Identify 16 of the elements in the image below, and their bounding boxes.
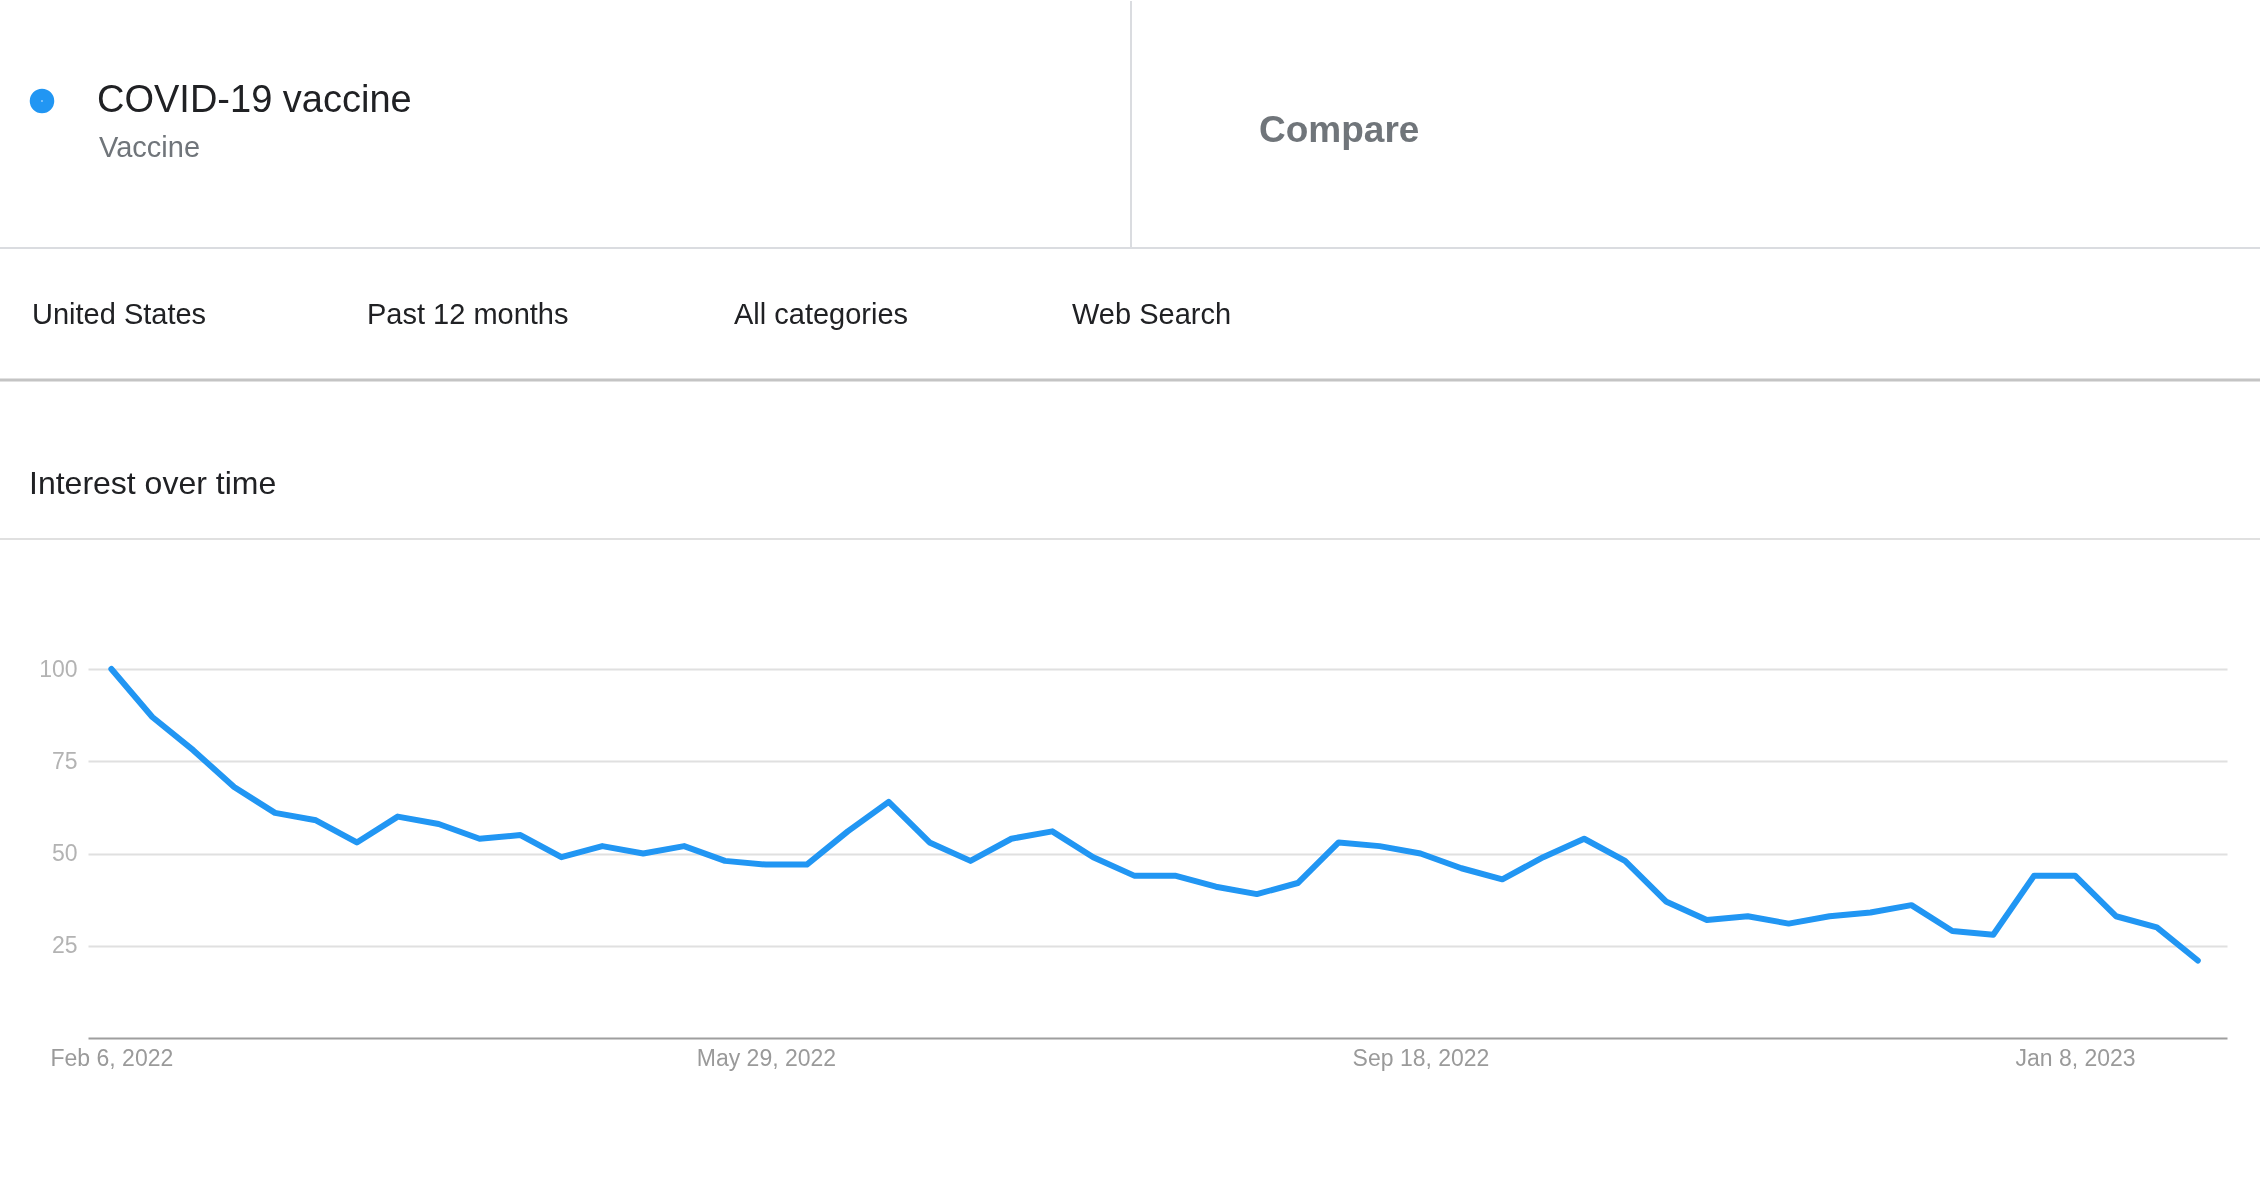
y-tick-label: 25 — [51, 932, 78, 959]
legend-label: COVID-19 vaccine — [97, 78, 412, 120]
text: Past 12 months — [367, 298, 569, 330]
text: Compare — [1259, 109, 1420, 150]
x-tick-label: Sep 18, 2022 — [1352, 1044, 1490, 1071]
y-tick-label: 100 — [39, 655, 78, 682]
text: All categories — [734, 298, 909, 330]
x-tick-label: Jan 8, 2023 — [2015, 1044, 2136, 1071]
y-tick-label: 75 — [51, 747, 78, 774]
y-tick-label: 50 — [51, 840, 78, 866]
text: Vaccine — [99, 131, 201, 163]
x-tick-label: May 29, 2022 — [696, 1044, 837, 1071]
text: United States — [32, 298, 207, 330]
x-tick-label: Feb 6, 2022 — [50, 1044, 174, 1071]
text: Web Search — [1072, 298, 1232, 330]
chart-title: Interest over time — [29, 465, 277, 501]
